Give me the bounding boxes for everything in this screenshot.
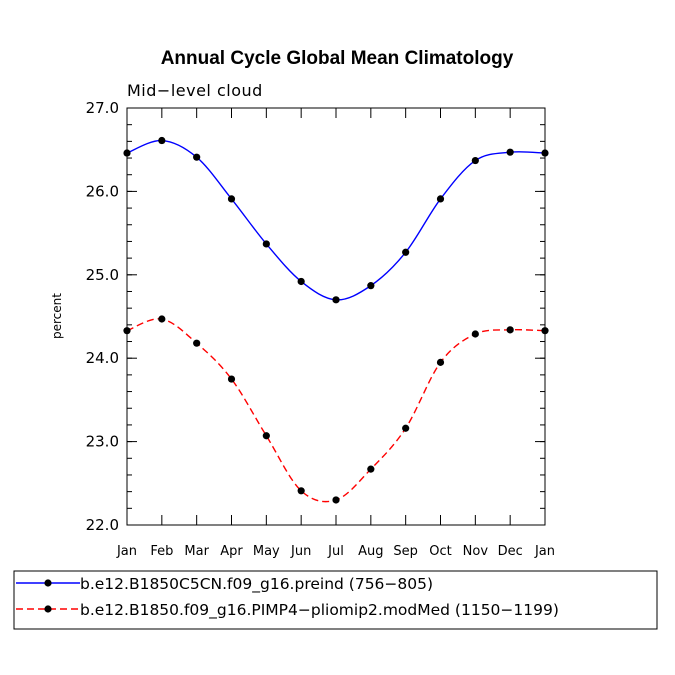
legend-marker-1 (44, 579, 52, 587)
series-2-marker (193, 339, 201, 347)
series-2-marker (227, 375, 236, 383)
plot-frame (126, 107, 546, 526)
series-2-marker (471, 330, 479, 338)
series-1-marker (402, 248, 410, 256)
series-1-marker (367, 282, 375, 290)
series-1-marker (506, 148, 514, 156)
series-line-2 (126, 318, 546, 503)
y-tick-labels: 22.0 23.0 24.0 25.0 26.0 27.0 (86, 99, 119, 534)
x-tick-label: Sep (393, 544, 418, 559)
series-2-marker (297, 487, 305, 495)
series-1-marker (471, 156, 479, 165)
series-2-marker (332, 496, 340, 504)
y-tick-label: 24.0 (86, 349, 119, 367)
legend: b.e12.B1850C5CN.f09_g16.preind (756−805)… (16, 575, 559, 620)
x-tick-label: Aug (358, 544, 383, 559)
x-tick-label: Jun (290, 544, 311, 559)
x-tick-label: Nov (463, 544, 489, 559)
x-tick-label: Mar (184, 544, 209, 559)
series-2-marker (262, 432, 270, 440)
major-ticks (126, 107, 546, 526)
legend-marker-2 (44, 605, 52, 613)
series-layer (123, 136, 549, 504)
x-tick-label: Dec (498, 544, 523, 559)
series-2-marker (436, 358, 445, 366)
chart-title: Annual Cycle Global Mean Climatology (161, 48, 514, 69)
series-1-marker (262, 240, 270, 248)
legend-label-2: b.e12.B1850.f09_g16.PIMP4−pliomip2.modMe… (80, 601, 559, 620)
legend-box (13, 570, 658, 630)
y-axis-label: percent (50, 293, 64, 339)
series-2-marker (506, 326, 514, 334)
series-1-marker (158, 136, 166, 145)
series-1-marker (193, 153, 201, 161)
chart-subtitle: Mid−level cloud (127, 81, 263, 100)
series-1-marker (297, 277, 305, 286)
series-1-marker (332, 296, 340, 304)
minor-ticks (127, 107, 545, 526)
x-tick-label: Jul (327, 544, 344, 559)
y-tick-label: 27.0 (86, 99, 119, 117)
x-tick-label: May (253, 544, 280, 559)
series-1-marker (227, 195, 236, 203)
x-tick-labels: Jan Feb Mar Apr May Jun Jul Aug Sep Oct Nov Dec Jan (116, 544, 555, 559)
legend-label-1: b.e12.B1850C5CN.f09_g16.preind (756−805) (80, 575, 433, 594)
x-tick-label: Oct (429, 544, 451, 559)
series-2-marker (402, 424, 410, 432)
y-tick-label: 25.0 (86, 266, 119, 284)
x-tick-label: Jan (534, 544, 555, 559)
series-line-1 (126, 139, 546, 301)
y-tick-label: 22.0 (86, 516, 119, 534)
x-tick-label: Apr (220, 544, 243, 559)
series-2-marker (367, 465, 375, 473)
x-tick-label: Feb (150, 544, 173, 559)
y-tick-label: 26.0 (86, 182, 119, 200)
series-2-marker (158, 315, 166, 323)
y-tick-label: 23.0 (86, 433, 119, 451)
series-1-marker (436, 195, 445, 203)
x-tick-label: Jan (116, 544, 137, 559)
